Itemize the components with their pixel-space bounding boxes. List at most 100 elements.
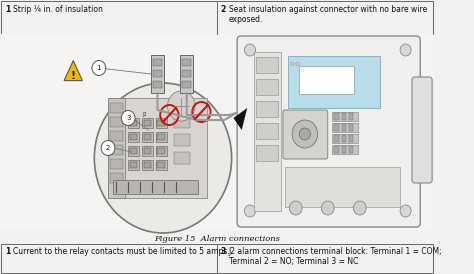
Bar — [128, 146, 139, 156]
Circle shape — [300, 128, 310, 140]
Bar — [142, 146, 153, 156]
Bar — [108, 98, 207, 198]
Bar — [110, 131, 123, 141]
Polygon shape — [234, 108, 247, 130]
Circle shape — [94, 83, 232, 233]
Bar — [349, 113, 354, 120]
FancyBboxPatch shape — [237, 36, 420, 227]
Bar — [153, 70, 162, 77]
Bar — [157, 134, 165, 140]
Bar — [110, 117, 123, 127]
FancyBboxPatch shape — [283, 110, 328, 159]
Text: 1: 1 — [6, 5, 11, 14]
Text: 1: 1 — [97, 65, 101, 71]
Circle shape — [167, 91, 195, 121]
Bar — [128, 160, 139, 170]
Bar — [332, 145, 358, 154]
Bar — [332, 123, 358, 132]
Bar — [144, 148, 151, 154]
Bar — [142, 132, 153, 142]
Bar — [349, 146, 354, 153]
Bar — [1, 244, 433, 273]
Bar — [285, 167, 400, 207]
Bar — [174, 116, 191, 128]
Circle shape — [245, 205, 255, 217]
Bar — [157, 162, 165, 168]
Text: Figure 15  Alarm connections: Figure 15 Alarm connections — [154, 235, 280, 243]
Bar — [256, 101, 278, 117]
Circle shape — [296, 62, 300, 66]
Bar — [288, 56, 380, 108]
Bar — [182, 81, 191, 88]
Circle shape — [101, 141, 115, 156]
Text: J1: J1 — [128, 112, 133, 117]
Bar — [256, 79, 278, 95]
Bar — [256, 145, 278, 161]
Text: !: ! — [71, 71, 76, 81]
Bar — [155, 146, 167, 156]
Bar — [1, 34, 433, 230]
Text: Current to the relay contacts must be limited to 5 amps.: Current to the relay contacts must be li… — [13, 247, 229, 256]
Bar — [341, 146, 346, 153]
Text: 3: 3 — [126, 115, 130, 121]
Bar — [153, 81, 162, 88]
Text: 3: 3 — [221, 247, 226, 256]
Bar — [155, 118, 167, 128]
Bar — [182, 70, 191, 77]
Circle shape — [400, 205, 411, 217]
Bar — [332, 112, 358, 121]
Bar — [144, 162, 151, 168]
Text: J2: J2 — [142, 112, 146, 117]
Bar — [155, 132, 167, 142]
Bar — [334, 135, 339, 142]
Bar — [349, 124, 354, 131]
Circle shape — [354, 201, 366, 215]
Text: 1: 1 — [6, 247, 11, 256]
Circle shape — [400, 44, 411, 56]
Bar — [341, 135, 346, 142]
Bar — [110, 173, 123, 183]
Bar — [1, 1, 433, 34]
Bar — [128, 132, 139, 142]
Bar — [332, 134, 358, 143]
Circle shape — [290, 62, 294, 66]
Bar — [130, 134, 137, 140]
Bar — [174, 134, 191, 146]
Bar — [155, 160, 167, 170]
Polygon shape — [64, 61, 82, 81]
Bar — [130, 148, 137, 154]
Bar — [151, 55, 164, 93]
Bar — [182, 59, 191, 66]
Circle shape — [292, 120, 318, 148]
Bar — [110, 103, 123, 113]
Bar — [144, 120, 151, 126]
Bar — [256, 123, 278, 139]
Bar — [341, 124, 346, 131]
Text: 2: 2 — [221, 5, 226, 14]
Bar — [334, 124, 339, 131]
Bar — [157, 120, 165, 126]
Bar — [334, 146, 339, 153]
Bar — [110, 159, 123, 169]
Text: 2: 2 — [106, 145, 110, 151]
Bar — [130, 162, 137, 168]
Circle shape — [92, 61, 106, 76]
Bar — [142, 160, 153, 170]
Bar — [110, 145, 123, 155]
Text: J2 alarm connections terminal block: Terminal 1 = COM;
Terminal 2 = NO; Terminal: J2 alarm connections terminal block: Ter… — [229, 247, 443, 266]
Circle shape — [321, 201, 334, 215]
Circle shape — [121, 110, 135, 125]
Bar — [128, 118, 139, 128]
Bar — [174, 152, 191, 164]
Bar — [349, 135, 354, 142]
Bar — [113, 180, 198, 194]
Bar — [341, 113, 346, 120]
Circle shape — [245, 44, 255, 56]
Bar — [153, 59, 162, 66]
FancyBboxPatch shape — [412, 77, 432, 183]
Text: Strip ¼ in. of insulation: Strip ¼ in. of insulation — [13, 5, 103, 14]
Bar — [157, 148, 165, 154]
Bar — [142, 118, 153, 128]
Bar — [108, 98, 125, 198]
Bar — [181, 55, 193, 93]
